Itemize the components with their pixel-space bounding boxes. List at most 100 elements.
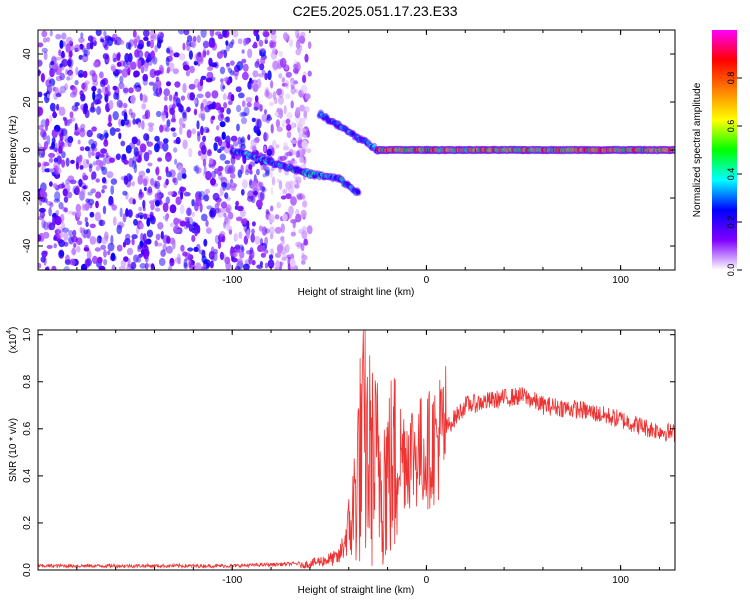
noise-blob xyxy=(300,242,305,252)
noise-blob xyxy=(83,47,88,57)
noise-blob xyxy=(102,53,109,60)
noise-blob xyxy=(251,228,255,235)
noise-blob xyxy=(154,200,160,207)
noise-blob xyxy=(106,171,114,179)
noise-blob xyxy=(95,200,99,209)
noise-blob xyxy=(253,41,258,48)
noise-blob xyxy=(290,196,297,206)
noise-blob xyxy=(145,57,150,63)
noise-blob xyxy=(141,120,145,130)
noise-blob xyxy=(234,73,239,81)
noise-blob xyxy=(122,241,126,248)
noise-blob xyxy=(65,157,70,167)
noise-blob xyxy=(162,215,168,220)
noise-blob xyxy=(189,92,195,101)
noise-blob xyxy=(297,194,303,201)
noise-blob xyxy=(175,196,182,205)
noise-blob xyxy=(302,74,307,84)
noise-blob xyxy=(125,233,131,241)
noise-blob xyxy=(204,188,210,194)
noise-blob xyxy=(240,189,245,196)
noise-blob xyxy=(196,93,204,99)
noise-blob xyxy=(277,88,284,99)
noise-blob xyxy=(205,170,212,181)
noise-blob xyxy=(276,107,283,115)
noise-blob xyxy=(143,30,150,38)
noise-blob xyxy=(241,58,247,64)
noise-blob xyxy=(103,139,109,147)
noise-blob xyxy=(162,124,168,132)
noise-blob xyxy=(271,47,277,55)
noise-blob xyxy=(274,226,282,234)
noise-blob xyxy=(165,245,173,254)
noise-blob xyxy=(195,196,202,207)
noise-blob xyxy=(278,51,284,57)
noise-blob xyxy=(154,207,161,212)
noise-blob xyxy=(219,153,226,161)
noise-blob xyxy=(70,159,75,164)
noise-blob xyxy=(242,63,249,72)
noise-blob xyxy=(241,217,248,226)
noise-blob xyxy=(245,38,250,45)
noise-blob xyxy=(125,145,132,154)
noise-blob xyxy=(264,72,268,81)
noise-blob xyxy=(72,86,78,96)
noise-blob xyxy=(208,157,214,165)
noise-blob xyxy=(170,127,176,132)
snr-line xyxy=(38,330,675,569)
noise-blob xyxy=(200,152,207,162)
noise-blob xyxy=(160,249,166,257)
noise-blob xyxy=(259,49,262,57)
noise-blob xyxy=(198,113,203,119)
noise-blob xyxy=(107,36,114,47)
noise-blob xyxy=(65,36,73,45)
noise-blob xyxy=(302,131,308,139)
snr-x-label: Height of straight line (km) xyxy=(298,585,415,596)
noise-blob xyxy=(257,73,265,78)
noise-blob xyxy=(223,49,228,59)
noise-blob xyxy=(241,117,247,125)
noise-blob xyxy=(68,50,73,58)
noise-blob xyxy=(202,98,208,106)
noise-blob xyxy=(191,211,195,217)
y-tick-label: 20 xyxy=(22,96,33,108)
noise-blob xyxy=(172,177,177,183)
noise-blob xyxy=(131,237,135,246)
noise-blob xyxy=(222,85,226,90)
noise-blob xyxy=(234,265,241,270)
noise-blob xyxy=(284,93,291,100)
noise-blob xyxy=(232,69,240,77)
noise-blob xyxy=(40,256,46,263)
noise-blob xyxy=(174,81,181,88)
noise-blob xyxy=(222,93,227,101)
noise-blob xyxy=(100,237,108,245)
noise-blob xyxy=(239,143,243,149)
noise-blob xyxy=(256,130,261,137)
noise-blob xyxy=(89,236,97,245)
noise-blob xyxy=(177,165,183,172)
noise-blob xyxy=(307,41,312,49)
noise-blob xyxy=(116,244,123,252)
noise-blob xyxy=(173,228,181,233)
noise-blob xyxy=(266,114,271,119)
noise-blob xyxy=(79,146,85,151)
snr-multiplier-close: ) xyxy=(8,327,19,330)
noise-blob xyxy=(214,102,222,111)
noise-blob xyxy=(197,132,201,142)
noise-blob xyxy=(61,58,68,67)
noise-blob xyxy=(128,87,134,94)
noise-blob xyxy=(49,67,55,78)
noise-blob xyxy=(54,191,61,202)
noise-blob xyxy=(227,164,234,173)
noise-blob xyxy=(159,124,164,133)
noise-blob xyxy=(102,39,108,49)
noise-blob xyxy=(184,190,188,197)
noise-blob xyxy=(59,39,64,49)
noise-blob xyxy=(163,88,170,97)
noise-blob xyxy=(78,73,84,78)
noise-blob xyxy=(165,166,169,174)
noise-blob xyxy=(210,76,216,82)
noise-blob xyxy=(216,125,220,131)
noise-blob xyxy=(182,83,187,93)
noise-blob xyxy=(74,102,80,107)
